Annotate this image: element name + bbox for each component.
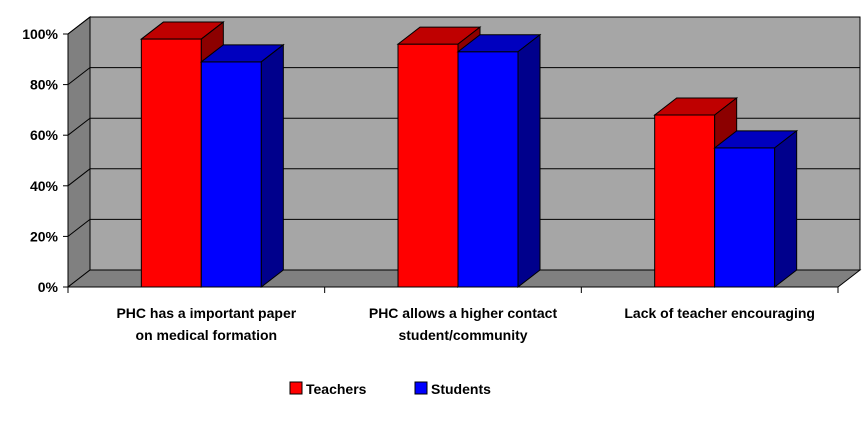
y-tick-label: 100% bbox=[22, 26, 58, 42]
x-axis: PHC has a important paper on medical form… bbox=[67, 286, 839, 343]
bar-front bbox=[457, 51, 519, 288]
bar-students-2 bbox=[456, 33, 542, 289]
bar-students-3 bbox=[713, 129, 799, 289]
y-axis: 0% 20% 40% 60% 80% 100% bbox=[22, 26, 69, 295]
bar-side bbox=[517, 33, 541, 289]
bar-front bbox=[654, 114, 716, 288]
y-tick-label: 40% bbox=[30, 178, 59, 194]
bar-side bbox=[260, 43, 284, 289]
x-category-label: student/community bbox=[398, 327, 527, 343]
x-category-label: on medical formation bbox=[136, 327, 278, 343]
x-category-label: PHC has a important paper bbox=[116, 305, 296, 321]
bars bbox=[139, 21, 799, 289]
x-category-label: PHC allows a higher contact bbox=[369, 305, 558, 321]
gridline bbox=[67, 218, 860, 237]
gridlines bbox=[67, 16, 860, 237]
x-category-label: Lack of teacher encouraging bbox=[624, 305, 815, 321]
gridline bbox=[67, 168, 860, 187]
gridline bbox=[67, 117, 860, 136]
bar-front bbox=[140, 38, 202, 288]
y-tick-label: 0% bbox=[38, 279, 59, 295]
bar-students-1 bbox=[199, 43, 285, 289]
legend-item-teachers: Teachers bbox=[289, 381, 367, 397]
legend: Teachers Students bbox=[289, 381, 491, 397]
legend-swatch bbox=[414, 381, 428, 395]
y-tick-label: 60% bbox=[30, 127, 59, 143]
bar-front bbox=[397, 43, 459, 288]
legend-swatch bbox=[289, 381, 303, 395]
side-wall bbox=[67, 15, 91, 289]
y-tick-label: 20% bbox=[30, 228, 59, 244]
gridline bbox=[67, 16, 860, 35]
legend-item-students: Students bbox=[414, 381, 491, 397]
bar-front bbox=[200, 61, 262, 288]
gridline bbox=[67, 67, 860, 85]
bar-front bbox=[714, 147, 776, 288]
legend-label: Students bbox=[431, 381, 491, 397]
legend-label: Teachers bbox=[306, 381, 367, 397]
y-tick-label: 80% bbox=[30, 77, 59, 93]
bar-side bbox=[774, 129, 798, 289]
